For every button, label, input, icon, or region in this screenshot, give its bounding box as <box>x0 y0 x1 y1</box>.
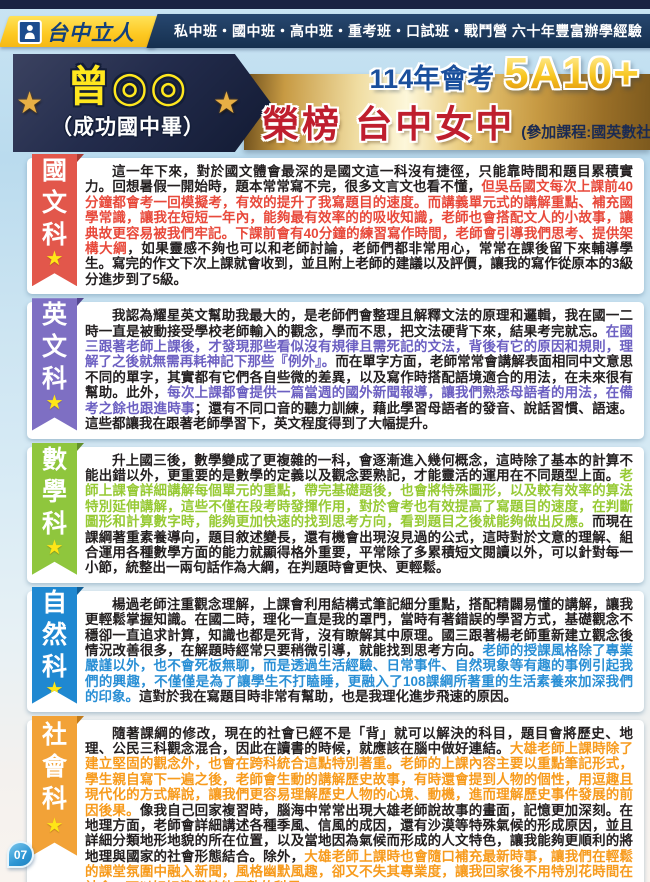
text-segment: ，如果靈感不夠也可以和老師討論，老師們都非常用心，常常在課後留下來輔導學生。寫完… <box>85 241 634 287</box>
text-segment: 楊過老師注重觀念理解，上課會利用結構式筆記細分重點，搭配精闢易懂的講解，讓我更輕… <box>85 596 633 658</box>
subject-label-char: 文 <box>41 333 67 362</box>
text-segment: ；還有不同口音的聽力訓練，藉此學習母語者的發音、說話習慣、語速。這些都讓我在跟著… <box>85 400 634 432</box>
subject-label: 英文科 <box>42 303 67 392</box>
exam-score-line: 114年會考 5A10+ <box>370 49 640 99</box>
text-segment: 這對於我在寫題目時非常有幫助，也是我理化進步飛速的原因。 <box>139 689 517 705</box>
section-card-english: 英文科 ★ 我認為耀星英文幫助我最大的，是老師們會整理且解釋文法的原理和邏輯，我… <box>27 298 644 439</box>
testimonial-paragraph: 隨著課綱的修改，現在的社會已經不是「背」就可以解決的科目，題目會將歷史、地理、公… <box>85 726 633 882</box>
text-segment: 升上國三後，數學變成了更複雜的一科，會逐漸進入幾何概念，這時除了基本的計算不能出… <box>85 452 633 483</box>
section-card-social: 社會科 ★ 隨著課綱的修改，現在的社會已經不是「背」就可以解決的科目，題目會將歷… <box>27 715 644 882</box>
highlighted-text-segment: 大雄老師上課時除了建立堅固的觀念外，也會在跨科統合這點特別著重。老師的上課內容主… <box>85 741 634 818</box>
subject-label-char: 科 <box>41 652 67 681</box>
section-card-chinese: 國文科 ★ 這一年下來，對於國文體會最深的是國文這一科沒有捷徑，只能靠時間和題目… <box>27 154 644 295</box>
section-card-science: 自然科 ★ 楊過老師注重觀念理解，上課會利用結構式筆記細分重點，搭配精闢易懂的講… <box>27 586 644 712</box>
subject-label: 數學科 <box>42 448 67 537</box>
star-icon: ★ <box>45 248 64 271</box>
text-segment: 這一年下來，對於國文體會最深的是國文這一科沒有捷徑，只能靠時間和題目累積實力。回… <box>85 164 633 195</box>
subject-ribbon: 數學科 ★ <box>32 443 77 575</box>
exam-score: 5A10+ <box>504 49 640 98</box>
student-name-flag: ★ 曾◎◎ （成功國中畢） ★ <box>13 54 271 152</box>
admission-result: 榮榜 台中女中 <box>262 104 516 145</box>
ribbon-fold <box>77 442 84 451</box>
subject-ribbon: 社會科 ★ <box>32 716 77 856</box>
text-segment: 而在單字方面，老師常常會講解表面相同中文意思不同的單字，其實都有它們各自些微的差… <box>85 354 633 401</box>
star-icon: ★ <box>45 392 64 415</box>
section-card-math: 數學科 ★ 升上國三後，數學變成了更複雜的一科，會逐漸進入幾何概念，這時除了基本… <box>27 442 644 583</box>
subject-label-char: 科 <box>41 365 67 394</box>
student-school: （成功國中畢） <box>51 116 205 139</box>
subject-label-char: 數 <box>41 445 67 474</box>
star-icon: ★ <box>16 86 43 120</box>
testimonial-paragraph: 升上國三後，數學變成了更複雜的一科，會逐漸進入幾何概念，這時除了基本的計算不能出… <box>85 453 633 576</box>
highlighted-text-segment: 在國三跟著老師上課後，才發現那些看似沒有規律且需死記的文法，背後有它的原因和規則… <box>85 323 634 370</box>
exam-year-label: 114年會考 <box>369 64 495 94</box>
top-navy-strip <box>0 0 650 9</box>
highlighted-text-segment: 大雄老師上課時也會隨口補充最新時事，讓我們在輕鬆的課堂氛圍中融入新聞，風格幽默風… <box>85 848 634 882</box>
courses-note: (參加課程:國英數社自) <box>521 124 650 141</box>
admission-result-line: 榮榜 台中女中 (參加課程:國英數社自) <box>262 94 650 148</box>
subject-ribbon: 自然科 ★ <box>32 587 77 704</box>
highlighted-text-segment: 每次上課都會提供一篇當週的國外新聞報導，讓我們熟悉母語者的用法，在備考之餘也跟進… <box>85 385 634 416</box>
school-logo-badge: 台中立人 <box>0 16 166 47</box>
page-number: 07 <box>13 847 28 862</box>
subject-label-char: 會 <box>41 753 67 782</box>
page-number-badge: 07 <box>7 841 34 868</box>
star-icon: ★ <box>213 86 240 120</box>
subject-label-char: 社 <box>41 721 67 750</box>
text-segment: 而現在課綱著重素養導向，題目敘述變長，還有機會出現沒見過的公式，這時對於文意的理… <box>85 514 634 576</box>
subject-ribbon: 英文科 ★ <box>32 298 77 430</box>
subject-label-char: 學 <box>41 477 67 506</box>
star-icon: ★ <box>45 536 64 559</box>
subject-label-char: 文 <box>41 189 67 218</box>
lizen-person-icon <box>18 19 42 44</box>
testimonial-paragraph: 楊過老師注重觀念理解，上課會利用結構式筆記細分重點，搭配精闢易懂的講解，讓我更輕… <box>85 597 633 705</box>
highlighted-text-segment: 但吳岳國文每次上課前40分鐘都會考一回模擬考，有效的提升了我寫題目的速度。而講義… <box>85 179 633 257</box>
school-logo-text: 台中立人 <box>47 21 135 45</box>
result-header: ★ 曾◎◎ （成功國中畢） ★ 114年會考 5A10+ 榮榜 台中女中 (參加… <box>0 49 650 156</box>
highlighted-text-segment: 老師的授課風格除了專業嚴謹以外，也不會死板無聊，而是透過生活經驗、日常事件、自然… <box>85 642 634 705</box>
ribbon-fold <box>77 298 84 307</box>
ribbon-fold <box>77 154 84 162</box>
program-banner: 私中班・國中班・高中班・重考班・口試班・戰鬥營 六十年豐富辦學經驗 <box>146 14 650 48</box>
text-segment: 隨著課綱的修改，現在的社會已經不是「背」就可以解決的科目，題目會將歷史、地理、公… <box>85 725 633 756</box>
star-icon: ★ <box>45 678 64 701</box>
subject-label-char: 科 <box>41 221 67 250</box>
star-icon: ★ <box>45 814 64 837</box>
ribbon-fold <box>77 715 84 724</box>
subject-label-char: 英 <box>41 301 67 330</box>
sections: 國文科 ★ 這一年下來，對於國文體會最深的是國文這一科沒有捷徑，只能靠時間和題目… <box>0 154 650 882</box>
subject-label-char: 然 <box>41 620 67 649</box>
gold-ribbon <box>244 74 650 150</box>
subject-label: 自然科 <box>42 591 67 680</box>
student-name: 曾◎◎ <box>67 63 189 110</box>
text-segment: 我認為耀星英文幫助我最大的，是老師們會整理且解釋文法的原理和邏輯，我在國一二時一… <box>85 308 633 339</box>
subject-label: 社會科 <box>42 723 67 812</box>
top-bar: 台中立人 私中班・國中班・高中班・重考班・口試班・戰鬥營 六十年豐富辦學經驗 <box>0 9 650 53</box>
ribbon-fold <box>77 586 84 595</box>
subject-label-char: 國 <box>41 157 67 186</box>
subject-label: 國文科 <box>42 159 67 248</box>
program-banner-text: 私中班・國中班・高中班・重考班・口試班・戰鬥營 六十年豐富辦學經驗 <box>174 23 643 39</box>
testimonial-paragraph: 這一年下來，對於國文體會最深的是國文這一科沒有捷徑，只能靠時間和題目累積實力。回… <box>85 164 633 287</box>
testimonial-paragraph: 我認為耀星英文幫助我最大的，是老師們會整理且解釋文法的原理和邏輯，我在國一二時一… <box>85 308 633 431</box>
subject-label-char: 自 <box>41 588 67 617</box>
highlighted-text-segment: 老師上課會詳細講解每個單元的重點，帶完基礎題後，也會將特殊圖形，以及較有效率的算… <box>85 467 633 530</box>
subject-label-char: 科 <box>41 785 67 814</box>
subject-label-char: 科 <box>41 509 67 538</box>
subject-ribbon: 國文科 ★ <box>32 154 77 286</box>
text-segment: 像我自己回家複習時，腦海中常常出現大雄老師說故事的畫面，記憶更加深刻。在地理方面… <box>85 802 634 864</box>
